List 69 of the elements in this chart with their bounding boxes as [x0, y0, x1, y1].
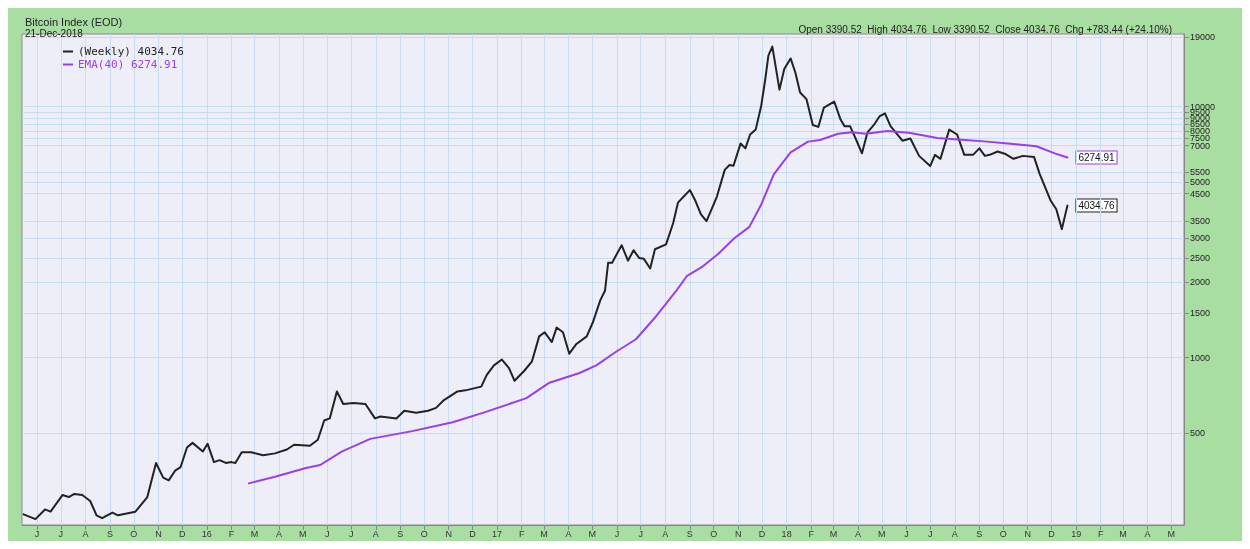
x-tick-label: J [638, 528, 643, 539]
x-tick-label: S [397, 528, 404, 539]
x-tick-label: J [904, 528, 909, 539]
x-tick-label: F [518, 528, 525, 539]
annotation: Open 3390.52 High 4034.76 Low 3390.52 Close 4034.76 Chg +783.44 (+24.10%) [798, 23, 1173, 35]
x-tick-label: J [614, 528, 620, 539]
x-tick-label: M [540, 528, 548, 539]
x-tick-label: 17 [492, 528, 503, 539]
x-tick-label: S [686, 528, 693, 539]
x-tick-label: S [976, 528, 983, 539]
x-tick-label: D [178, 528, 186, 539]
x-tick-label: N [734, 528, 742, 539]
y-tick-label: 500 [1190, 428, 1206, 439]
x-tick-label: O [710, 528, 718, 539]
x-tick-label: A [372, 528, 379, 539]
x-tick-label: F [808, 528, 815, 539]
x-tick-label: A [1144, 528, 1151, 539]
x-tick-label: J [927, 528, 933, 539]
x-tick-label: N [445, 528, 452, 539]
x-tick-label: J [58, 528, 64, 539]
x-tick-label: D [1048, 528, 1056, 539]
y-tick-label: 19000 [1190, 31, 1216, 42]
x-tick-label: D [469, 528, 477, 539]
x-tick-label: J [34, 528, 40, 539]
x-tick-label: A [855, 528, 862, 539]
line-series [22, 45, 1069, 521]
y-tick-label: 3000 [1190, 232, 1211, 243]
x-tick-label: M [299, 528, 307, 539]
y-tick-label: 5500 [1190, 166, 1211, 177]
x-tick-label: A [662, 528, 669, 539]
x-tick-label: M [250, 528, 259, 539]
x-tick-label: D [758, 528, 766, 539]
legend-label: EMA(40) 6274.91 [78, 58, 178, 71]
x-tick-label: M [878, 528, 886, 539]
y-tick-label: 5000 [1190, 177, 1211, 188]
y-tick-label: 4500 [1190, 188, 1211, 199]
annotation: 6274.91 [1078, 152, 1115, 164]
x-tick-label: N [1024, 528, 1031, 539]
x-tick-label: 16 [201, 528, 212, 539]
x-tick-label: N [155, 528, 162, 539]
x-tick-label: M [829, 528, 838, 539]
y-tick-label: 7000 [1190, 140, 1211, 151]
x-tick-label: F [1097, 528, 1104, 539]
legend-label: (Weekly) 4034.76 [78, 45, 184, 58]
chart-title: Bitcoin Index (EOD) [25, 15, 123, 28]
x-tick-label: M [588, 528, 597, 539]
x-tick-label: A [951, 528, 958, 539]
x-tick-label: A [82, 528, 89, 539]
y-tick-label: 2000 [1190, 277, 1211, 288]
chart-subtitle: 21-Dec-2018 [25, 27, 84, 39]
x-tick-label: A [275, 528, 282, 539]
y-tick-label: 1000 [1190, 352, 1211, 363]
x-tick-label: F [228, 528, 235, 539]
x-tick-label: M [1119, 528, 1127, 539]
x-tick-label: A [565, 528, 572, 539]
x-tick-label: O [130, 528, 138, 539]
x-tick-label: 18 [781, 528, 792, 539]
line-series [247, 129, 1069, 485]
x-tick-label: M [1167, 528, 1176, 539]
x-tick-label: J [348, 528, 354, 539]
y-tick-label: 2500 [1190, 252, 1211, 263]
x-tick-label: S [107, 528, 114, 539]
x-tick-label: O [999, 528, 1007, 539]
y-tick-label: 1500 [1190, 308, 1211, 319]
annotation: 4034.76 [1078, 200, 1115, 212]
y-tick-label: 3500 [1190, 216, 1211, 227]
x-tick-label: O [420, 528, 428, 539]
x-tick-label: 19 [1071, 528, 1082, 539]
x-tick-label: J [325, 528, 330, 539]
